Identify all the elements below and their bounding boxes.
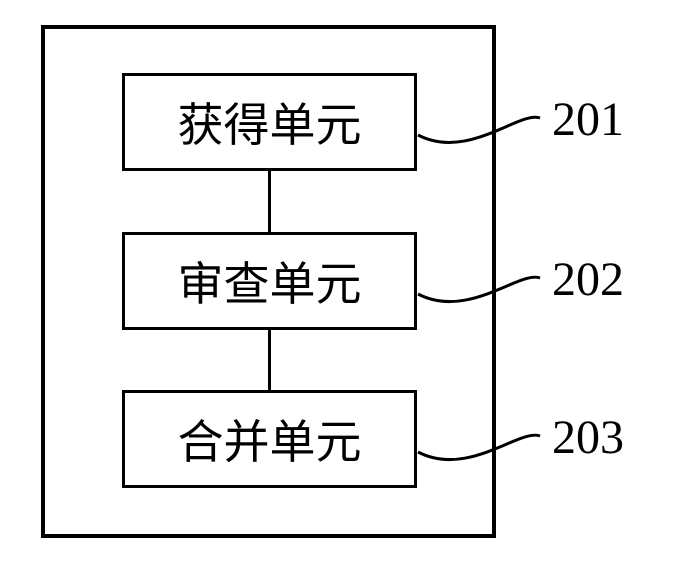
ref-label-2: 202 xyxy=(552,252,624,307)
connector-1-2 xyxy=(268,171,271,232)
unit-box-3-label: 合并单元 xyxy=(178,406,362,472)
ref-label-1: 201 xyxy=(552,92,624,147)
leader-line-3 xyxy=(418,410,544,482)
connector-2-3 xyxy=(268,330,271,390)
unit-box-1-label: 获得单元 xyxy=(178,89,362,155)
diagram-canvas: 获得单元 审查单元 合并单元 201 202 203 xyxy=(0,0,697,566)
unit-box-3: 合并单元 xyxy=(122,390,417,488)
unit-box-2: 审查单元 xyxy=(122,232,417,330)
unit-box-1: 获得单元 xyxy=(122,73,417,171)
leader-line-1 xyxy=(418,92,544,165)
leader-line-2 xyxy=(418,252,544,324)
ref-label-3: 203 xyxy=(552,410,624,465)
unit-box-2-label: 审查单元 xyxy=(178,248,362,314)
